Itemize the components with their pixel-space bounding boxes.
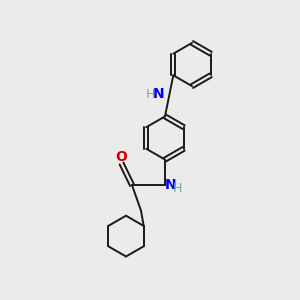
- Text: O: O: [115, 150, 127, 164]
- Text: H: H: [173, 182, 182, 195]
- Text: H: H: [146, 88, 155, 101]
- Text: N: N: [165, 178, 176, 192]
- Text: N: N: [153, 87, 164, 101]
